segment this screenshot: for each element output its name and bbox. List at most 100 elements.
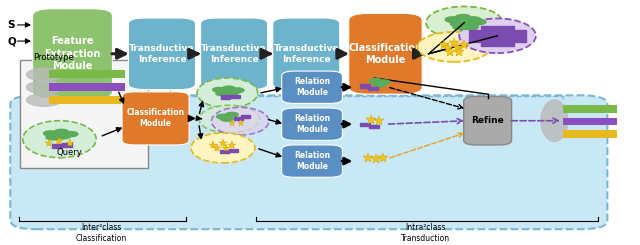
Bar: [504, 30, 514, 34]
Ellipse shape: [23, 121, 96, 158]
Bar: [469, 30, 479, 34]
Bar: [469, 34, 479, 38]
Bar: [492, 34, 502, 38]
Bar: [52, 144, 62, 148]
Bar: [492, 26, 502, 29]
Circle shape: [463, 24, 478, 30]
FancyBboxPatch shape: [122, 92, 189, 145]
Bar: [515, 30, 525, 34]
Bar: [492, 38, 502, 42]
Circle shape: [54, 129, 68, 134]
Text: Intra²class
Transduction: Intra²class Transduction: [401, 223, 450, 243]
Bar: [62, 143, 72, 147]
Bar: [504, 34, 514, 38]
Text: Classification
Module: Classification Module: [348, 43, 422, 65]
Text: Refine: Refine: [471, 116, 504, 125]
Bar: [49, 70, 125, 78]
Bar: [221, 95, 230, 98]
FancyBboxPatch shape: [464, 97, 511, 145]
Bar: [515, 38, 525, 42]
Bar: [241, 115, 250, 118]
Bar: [230, 95, 239, 98]
Ellipse shape: [541, 100, 568, 142]
FancyBboxPatch shape: [349, 13, 422, 94]
Bar: [220, 150, 228, 154]
Text: Classification
Module: Classification Module: [127, 108, 184, 128]
Text: Feature
Extraction
Module: Feature Extraction Module: [44, 36, 100, 71]
Circle shape: [231, 88, 244, 93]
Bar: [481, 34, 491, 38]
Ellipse shape: [417, 32, 491, 62]
Bar: [234, 117, 243, 120]
Circle shape: [216, 91, 228, 96]
Circle shape: [56, 134, 70, 139]
Text: Prototype: Prototype: [33, 52, 74, 61]
Bar: [49, 96, 125, 104]
Bar: [360, 123, 370, 126]
Circle shape: [466, 17, 481, 22]
Ellipse shape: [460, 18, 536, 53]
Circle shape: [445, 17, 461, 22]
Text: S: S: [7, 20, 15, 30]
Bar: [481, 26, 491, 29]
Circle shape: [64, 132, 78, 137]
Bar: [481, 42, 491, 46]
Ellipse shape: [26, 81, 61, 94]
Circle shape: [220, 117, 233, 121]
Bar: [504, 26, 514, 29]
Bar: [504, 38, 514, 42]
Circle shape: [216, 114, 229, 119]
Ellipse shape: [26, 94, 61, 106]
Bar: [229, 149, 238, 152]
FancyBboxPatch shape: [33, 9, 113, 99]
Circle shape: [378, 80, 390, 85]
Text: Inter²class
Classification: Inter²class Classification: [76, 223, 127, 243]
Circle shape: [44, 131, 58, 136]
Bar: [481, 38, 491, 42]
FancyBboxPatch shape: [282, 71, 342, 103]
Circle shape: [225, 112, 238, 117]
FancyBboxPatch shape: [273, 18, 340, 90]
Bar: [492, 42, 502, 46]
Bar: [563, 130, 617, 138]
Text: Transductive
Inference: Transductive Inference: [273, 44, 339, 64]
Bar: [49, 83, 125, 91]
Bar: [492, 30, 502, 34]
Ellipse shape: [426, 6, 502, 39]
Ellipse shape: [26, 68, 61, 81]
FancyBboxPatch shape: [129, 18, 195, 90]
Circle shape: [226, 90, 239, 95]
Text: Relation
Module: Relation Module: [294, 77, 330, 97]
Bar: [469, 38, 479, 42]
Text: Query: Query: [57, 148, 83, 157]
Bar: [481, 30, 491, 34]
Bar: [563, 118, 617, 125]
Circle shape: [369, 78, 382, 83]
Ellipse shape: [197, 78, 258, 108]
FancyBboxPatch shape: [20, 60, 148, 168]
Text: Relation
Module: Relation Module: [294, 114, 330, 134]
Text: Relation
Module: Relation Module: [294, 151, 330, 171]
Bar: [360, 84, 370, 88]
Text: Q: Q: [7, 36, 16, 46]
Circle shape: [46, 135, 60, 140]
FancyBboxPatch shape: [10, 95, 607, 229]
Circle shape: [456, 14, 470, 20]
Circle shape: [373, 83, 386, 87]
Circle shape: [453, 24, 468, 30]
Ellipse shape: [211, 107, 269, 135]
Text: Transductive
Inference: Transductive Inference: [129, 44, 195, 64]
Circle shape: [461, 21, 476, 26]
Text: Transductive
Inference: Transductive Inference: [202, 44, 267, 64]
Bar: [515, 34, 525, 38]
Ellipse shape: [199, 105, 260, 133]
Bar: [369, 125, 380, 128]
Circle shape: [451, 21, 466, 26]
FancyBboxPatch shape: [282, 145, 342, 177]
FancyBboxPatch shape: [282, 108, 342, 140]
Ellipse shape: [191, 133, 255, 163]
Circle shape: [470, 19, 486, 25]
FancyBboxPatch shape: [200, 18, 268, 90]
Bar: [368, 86, 378, 90]
Bar: [504, 42, 514, 46]
